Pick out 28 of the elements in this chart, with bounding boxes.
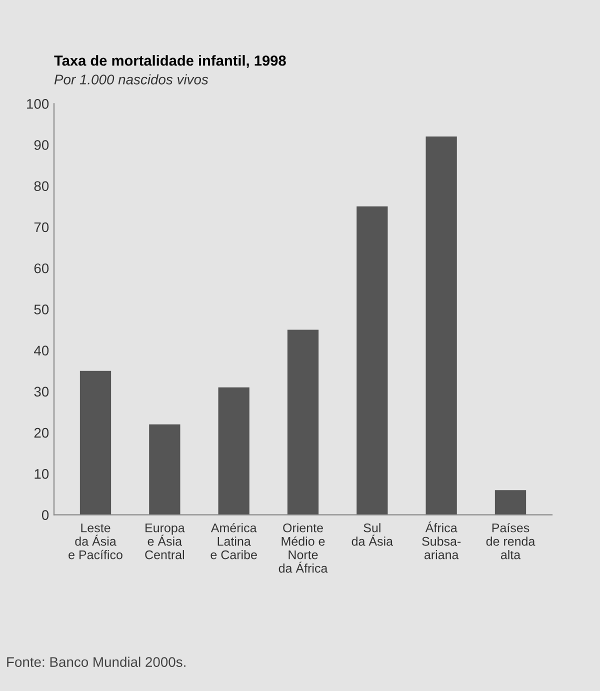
y-tick-label: 90 bbox=[34, 140, 49, 150]
y-tick-label: 70 bbox=[34, 222, 49, 232]
chart-title: Taxa de mortalidade infantil, 1998 bbox=[54, 55, 286, 68]
bar bbox=[494, 490, 526, 515]
y-tick-label: 20 bbox=[34, 428, 49, 438]
x-tick-label: América Latina e Caribe bbox=[210, 522, 257, 560]
y-tick-label: 100 bbox=[27, 98, 49, 109]
bar bbox=[80, 370, 112, 515]
y-tick-label: 0 bbox=[42, 510, 49, 520]
y-tick-label: 80 bbox=[34, 181, 49, 192]
x-tick-label: Oriente Médio e Norte da África bbox=[278, 523, 328, 573]
x-tick-label: Sul da Ásia bbox=[352, 523, 394, 546]
y-tick-label: 10 bbox=[34, 469, 49, 479]
x-tick-label: Países de renda alta bbox=[486, 522, 536, 560]
y-tick-label: 40 bbox=[34, 346, 49, 356]
bar bbox=[149, 424, 180, 515]
chart-subtitle: Por 1.000 nascidos vivos bbox=[54, 74, 208, 84]
y-tick-label: 30 bbox=[34, 386, 49, 397]
bar bbox=[426, 136, 457, 515]
bar bbox=[218, 387, 250, 515]
x-tick-label: Leste da Ásia e Pacífico bbox=[68, 524, 122, 560]
x-tick-label: África Subsa- ariana bbox=[422, 521, 461, 560]
y-tick-label: 50 bbox=[34, 304, 49, 314]
source-note: Fonte: Banco Mundial 2000s. bbox=[7, 656, 186, 667]
bar bbox=[287, 330, 319, 515]
bar bbox=[356, 206, 388, 515]
x-tick-label: Europa e Ásia Central bbox=[145, 524, 185, 560]
y-tick-label: 60 bbox=[34, 263, 49, 274]
